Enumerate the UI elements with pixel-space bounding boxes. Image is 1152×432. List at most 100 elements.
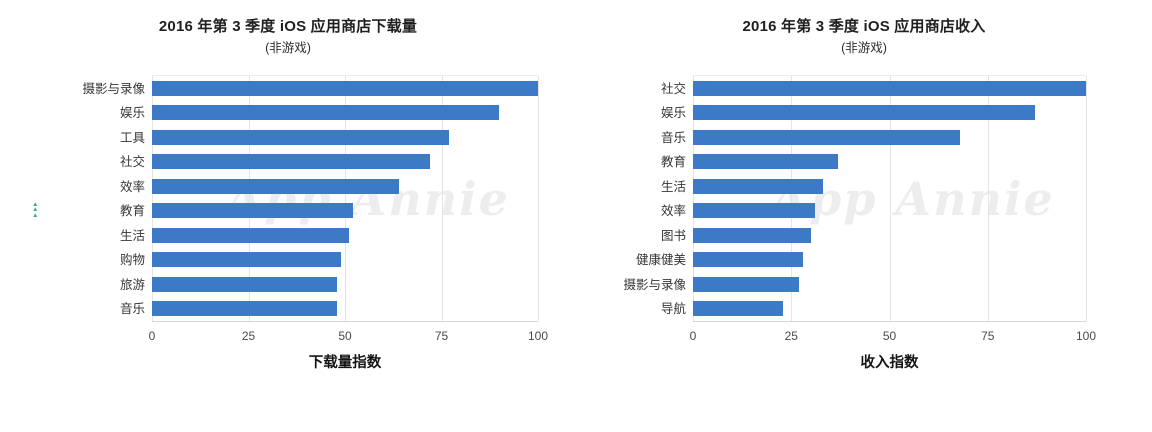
bar-row	[693, 150, 1086, 175]
category-axis: 摄影与录像 娱乐 工具 社交 效率 ▲ ▲ ▲ 教育 生活 购物 旅游 音乐	[0, 75, 152, 322]
bar-摄影与录像	[693, 276, 800, 292]
up-arrow-icon: ▲	[32, 211, 39, 219]
tick-label-25: 25	[784, 329, 798, 343]
bar-row	[152, 272, 538, 297]
x-axis-label: 下载量指数	[308, 355, 382, 371]
bar-row	[152, 248, 538, 273]
bar-社交	[693, 80, 1086, 96]
x-axis-label: 收入指数	[860, 355, 919, 371]
gridline-0	[693, 76, 694, 321]
up-arrow-icon: ▲	[32, 200, 39, 208]
gridline-25	[248, 76, 250, 321]
tick-label-50: 50	[882, 329, 897, 343]
bar-生活	[693, 178, 823, 194]
category-label: 摄影与录像	[82, 81, 145, 96]
category-row: 娱乐	[576, 100, 693, 125]
chart-subtitle: (非游戏)	[265, 41, 311, 55]
xlabel-left-spacer	[576, 351, 693, 372]
category-label: 社交	[119, 155, 145, 170]
xlabel-right-spacer	[1086, 351, 1152, 372]
chart-title: 2016 年第 3 季度 iOS 应用商店下载量	[158, 18, 418, 35]
category-row: ▲ ▲ ▲ 教育	[0, 198, 152, 223]
downloads-chart: 2016 年第 3 季度 iOS 应用商店下载量 (非游戏) 摄影与录像 娱乐 工具…	[0, 18, 576, 372]
bar-社交	[152, 154, 430, 170]
plot-area: App Annie	[693, 75, 1087, 322]
bar-图书	[693, 227, 811, 243]
category-row: 摄影与录像	[0, 75, 152, 100]
bar-row	[693, 76, 1086, 101]
chart-subtitle: (非游戏)	[841, 41, 887, 55]
bar-row	[152, 76, 538, 101]
category-row: 旅游	[0, 271, 152, 296]
chart-body: 摄影与录像 娱乐 工具 社交 效率 ▲ ▲ ▲ 教育 生活 购物 旅游 音乐 App Annie	[0, 75, 576, 322]
category-row: 音乐	[576, 124, 693, 149]
bar-导航	[693, 301, 784, 317]
category-label: 旅游	[119, 277, 145, 292]
bar-row	[152, 125, 538, 150]
chart-title: 2016 年第 3 季度 iOS 应用商店收入	[742, 18, 986, 35]
gridline-50	[345, 76, 346, 321]
tick-label-75: 75	[434, 329, 449, 343]
bar-row	[693, 297, 1086, 322]
category-label: 效率	[119, 179, 145, 194]
category-label: 摄影与录像	[623, 277, 686, 292]
bar-row	[152, 223, 538, 248]
gridline-0	[152, 76, 153, 321]
category-label: 工具	[119, 130, 145, 145]
bar-娱乐	[693, 105, 1035, 121]
category-row: 效率	[576, 198, 693, 223]
tick-label-50: 50	[338, 329, 352, 343]
tick-label-75: 75	[981, 329, 995, 343]
category-label: 购物	[119, 253, 145, 268]
category-row: 生活	[0, 222, 152, 247]
category-row: 生活	[576, 173, 693, 198]
gridline-50	[889, 76, 891, 321]
bar-row	[693, 199, 1086, 224]
bar-健康健美	[693, 252, 804, 268]
category-label: 健康健美	[635, 253, 686, 268]
category-label: 教育	[119, 204, 145, 219]
plot-right-margin	[538, 75, 576, 322]
bar-row	[152, 101, 538, 126]
category-label: 音乐	[660, 130, 686, 145]
bar-row	[693, 174, 1086, 199]
bar-row	[693, 223, 1086, 248]
gridline-25	[791, 76, 793, 321]
bar-音乐	[693, 129, 961, 145]
ticks-left-spacer	[576, 322, 693, 344]
up-arrow-icon: ▲	[32, 206, 39, 213]
bar-教育	[152, 203, 353, 219]
category-row: 工具	[0, 124, 152, 149]
category-row: 图书	[576, 222, 693, 247]
category-label: 娱乐	[660, 106, 686, 121]
tick-label-0: 0	[148, 329, 156, 343]
revenue-chart: 2016 年第 3 季度 iOS 应用商店收入 (非游戏) 社交 娱乐 音乐 教育 生活…	[576, 0, 1152, 432]
category-label: 教育	[660, 155, 686, 170]
bar-row	[152, 150, 538, 175]
category-label: 导航	[660, 302, 686, 317]
gridline-100	[1086, 76, 1087, 321]
category-row: 购物	[0, 247, 152, 272]
ticks-left-spacer	[0, 322, 152, 344]
bar-音乐	[152, 301, 338, 317]
category-row: 音乐	[0, 296, 152, 321]
bar-生活	[152, 227, 349, 243]
category-row: 社交	[0, 149, 152, 174]
bar-摄影与录像	[152, 80, 538, 96]
category-label: 生活	[660, 179, 686, 194]
bar-效率	[152, 178, 400, 194]
bar-row	[693, 272, 1086, 297]
x-axis-ticks: 0 25 50 75 100	[148, 329, 548, 344]
bar-row	[693, 125, 1086, 150]
tick-label-100: 100	[527, 329, 549, 343]
plot-area: App Annie	[152, 75, 539, 322]
category-label: 音乐	[119, 302, 145, 317]
triple-up-arrow-icon: ▲ ▲ ▲	[32, 200, 39, 219]
bar-row	[152, 199, 538, 224]
bar-娱乐	[152, 105, 500, 121]
xlabel-right-spacer	[538, 351, 576, 372]
bar-旅游	[152, 276, 338, 292]
category-row: 健康健美	[576, 247, 693, 272]
tick-label-100: 100	[1075, 329, 1097, 343]
